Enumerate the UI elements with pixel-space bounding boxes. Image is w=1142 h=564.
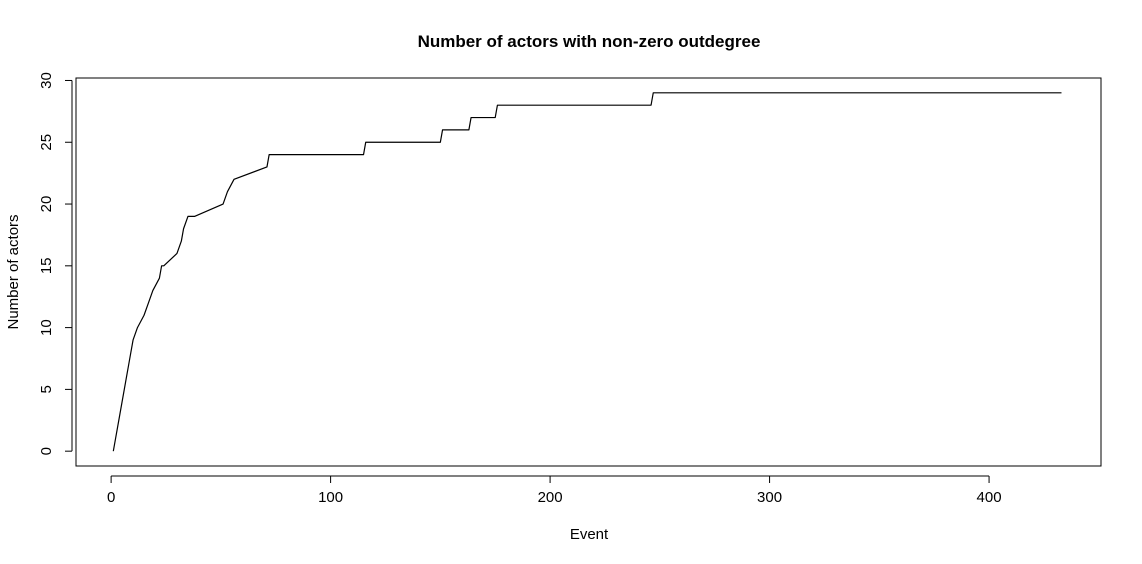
y-tick-label: 25 bbox=[38, 134, 55, 151]
y-tick-label: 10 bbox=[38, 319, 55, 336]
y-tick-label: 15 bbox=[38, 257, 55, 274]
y-tick-label: 20 bbox=[38, 196, 55, 213]
y-tick-label: 30 bbox=[38, 72, 55, 89]
chart-title: Number of actors with non-zero outdegree bbox=[418, 32, 761, 51]
x-tick-label: 0 bbox=[107, 489, 115, 506]
y-tick-label: 5 bbox=[38, 385, 55, 393]
series-line-0 bbox=[112, 92, 1062, 452]
x-tick-label: 200 bbox=[538, 489, 563, 506]
x-axis: 0 100 200 300 400 bbox=[107, 475, 1002, 506]
y-axis-label: Number of actors bbox=[5, 214, 22, 329]
y-tick-label: 0 bbox=[38, 447, 55, 455]
x-tick-label: 300 bbox=[757, 489, 782, 506]
x-tick-label: 100 bbox=[318, 489, 343, 506]
x-axis-label: Event bbox=[570, 526, 609, 543]
plot-frame bbox=[75, 77, 1102, 467]
series-layer bbox=[112, 92, 1062, 452]
x-tick-label: 400 bbox=[977, 489, 1002, 506]
y-axis: 0 5 10 15 20 25 30 bbox=[38, 72, 73, 455]
